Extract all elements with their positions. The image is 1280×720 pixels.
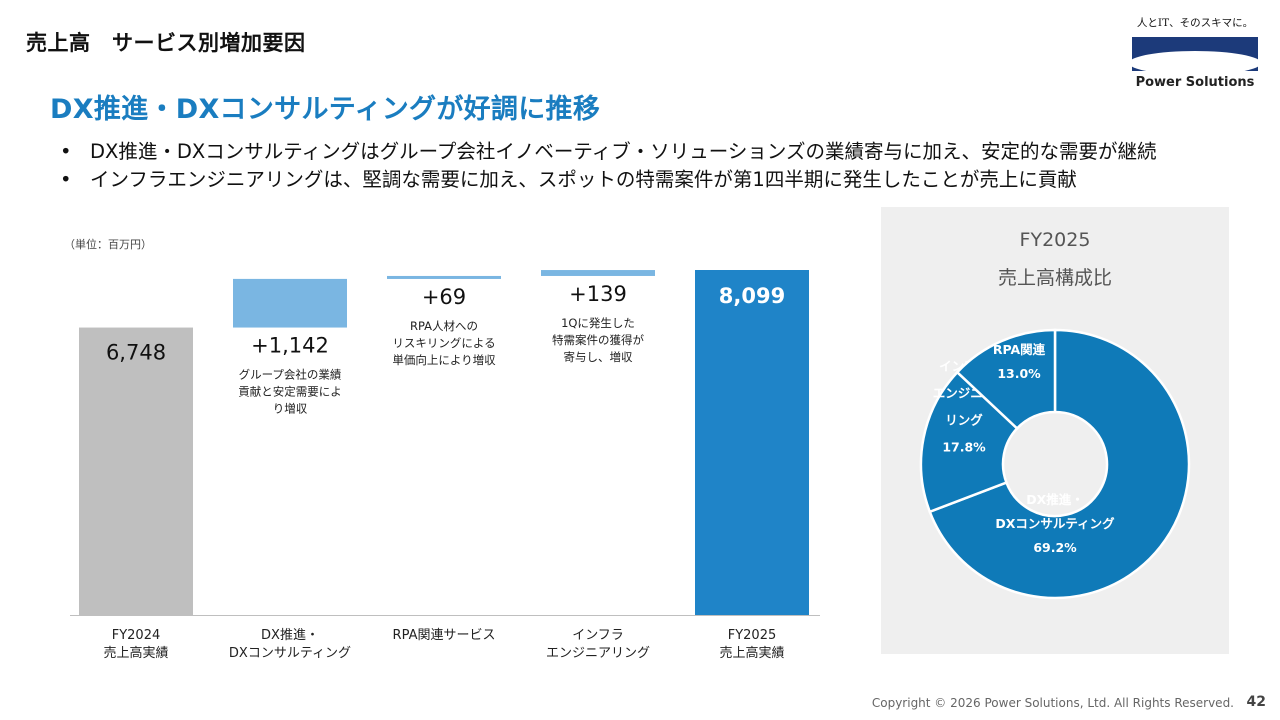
bar-annotation: グループ会社の業績 bbox=[239, 368, 342, 382]
donut-title-year: FY2025 bbox=[1019, 229, 1091, 251]
slice-label: RPA関連 bbox=[993, 342, 1046, 357]
page-number: 42 bbox=[1246, 694, 1266, 710]
waterfall-bar bbox=[387, 275, 501, 279]
bullet-list: • DX推進・DXコンサルティングはグループ会社イノベーティブ・ソリューションズの… bbox=[60, 138, 1156, 194]
waterfall-bar bbox=[79, 327, 193, 615]
bar-value-label: +69 bbox=[422, 285, 466, 309]
donut-slice bbox=[955, 328, 1057, 431]
slice-label: 17.8% bbox=[942, 440, 986, 455]
x-tick-label: DXコンサルティング bbox=[229, 646, 351, 661]
bullet-marker: • bbox=[60, 168, 72, 191]
logo-company-name: Power Solutions bbox=[1135, 75, 1255, 90]
bar-annotation: 特需案件の獲得が bbox=[552, 333, 644, 347]
bar-value-label: +139 bbox=[569, 282, 627, 306]
x-tick-label: RPA関連サービス bbox=[393, 628, 496, 643]
x-tick-label: DX推進・ bbox=[261, 628, 319, 643]
x-tick-label: FY2025 bbox=[728, 628, 777, 643]
section-title: 売上高 サービス別増加要因 bbox=[26, 31, 306, 55]
slice-label: DX推進・ bbox=[1026, 492, 1084, 507]
bullet-text: インフラエンジニアリングは、堅調な需要に加え、スポットの特需案件が第1四半期に発… bbox=[90, 168, 1077, 191]
bar-annotation: 1Qに発生した bbox=[561, 316, 635, 330]
x-tick-label: エンジニアリング bbox=[546, 646, 650, 661]
bar-value-label: +1,142 bbox=[251, 334, 329, 358]
bullet-text: DX推進・DXコンサルティングはグループ会社イノベーティブ・ソリューションズの業… bbox=[90, 140, 1157, 163]
bar-annotation: 単価向上により増収 bbox=[392, 353, 496, 367]
x-tick-label: インフラ bbox=[572, 628, 624, 643]
bar-value-label: 8,099 bbox=[719, 284, 785, 308]
waterfall-bar bbox=[541, 270, 655, 276]
bar-annotation: RPA人材への bbox=[410, 319, 478, 333]
bar-annotation: り増収 bbox=[273, 402, 308, 416]
waterfall-bar bbox=[233, 278, 347, 328]
bar-annotation: 寄与し、増収 bbox=[564, 350, 633, 364]
copyright-footer: Copyright © 2026 Power Solutions, Ltd. A… bbox=[871, 696, 1234, 710]
bar-value-label: 6,748 bbox=[106, 341, 166, 365]
x-tick-label: 売上高実績 bbox=[103, 645, 168, 661]
donut-slice bbox=[928, 328, 1191, 600]
slice-label: リング bbox=[945, 413, 983, 428]
logo-mark bbox=[1132, 37, 1258, 79]
x-tick-label: 売上高実績 bbox=[719, 645, 784, 661]
waterfall-chart: 6,748 FY2024 売上高実績 +1,142 グループ会社の業績貢献と安定需要によ… bbox=[70, 270, 820, 661]
company-logo: 人とIT、そのスキマに。 Power Solutions bbox=[1128, 15, 1262, 95]
bar-annotation: 貢献と安定需要によ bbox=[238, 385, 342, 399]
bullet-item: • インフラエンジニアリングは、堅調な需要に加え、スポットの特需案件が第1四半期に… bbox=[60, 166, 1156, 194]
unit-note: （単位：百万円） bbox=[64, 238, 152, 251]
slice-label: 13.0% bbox=[997, 366, 1041, 381]
logo-tagline: 人とIT、そのスキマに。 bbox=[1136, 17, 1254, 29]
bullet-item: • DX推進・DXコンサルティングはグループ会社イノベーティブ・ソリューションズの… bbox=[60, 138, 1156, 166]
slice-label: DXコンサルティング bbox=[995, 516, 1115, 531]
headline: DX推進・DXコンサルティングが好調に推移 bbox=[50, 94, 601, 125]
slice-label: 69.2% bbox=[1033, 540, 1077, 555]
bullet-marker: • bbox=[60, 140, 72, 163]
bar-annotation: リスキリングによる bbox=[392, 336, 495, 350]
x-tick-label: FY2024 bbox=[112, 628, 161, 643]
donut-chart: DX推進・DXコンサルティング69.2%インフラエンジニアリング17.8%RPA… bbox=[919, 328, 1191, 600]
donut-title-label: 売上高構成比 bbox=[997, 267, 1112, 289]
composition-panel: FY2025 売上高構成比 DX推進・DXコンサルティング69.2%インフラエン… bbox=[881, 207, 1229, 654]
waterfall-bar bbox=[695, 270, 809, 615]
